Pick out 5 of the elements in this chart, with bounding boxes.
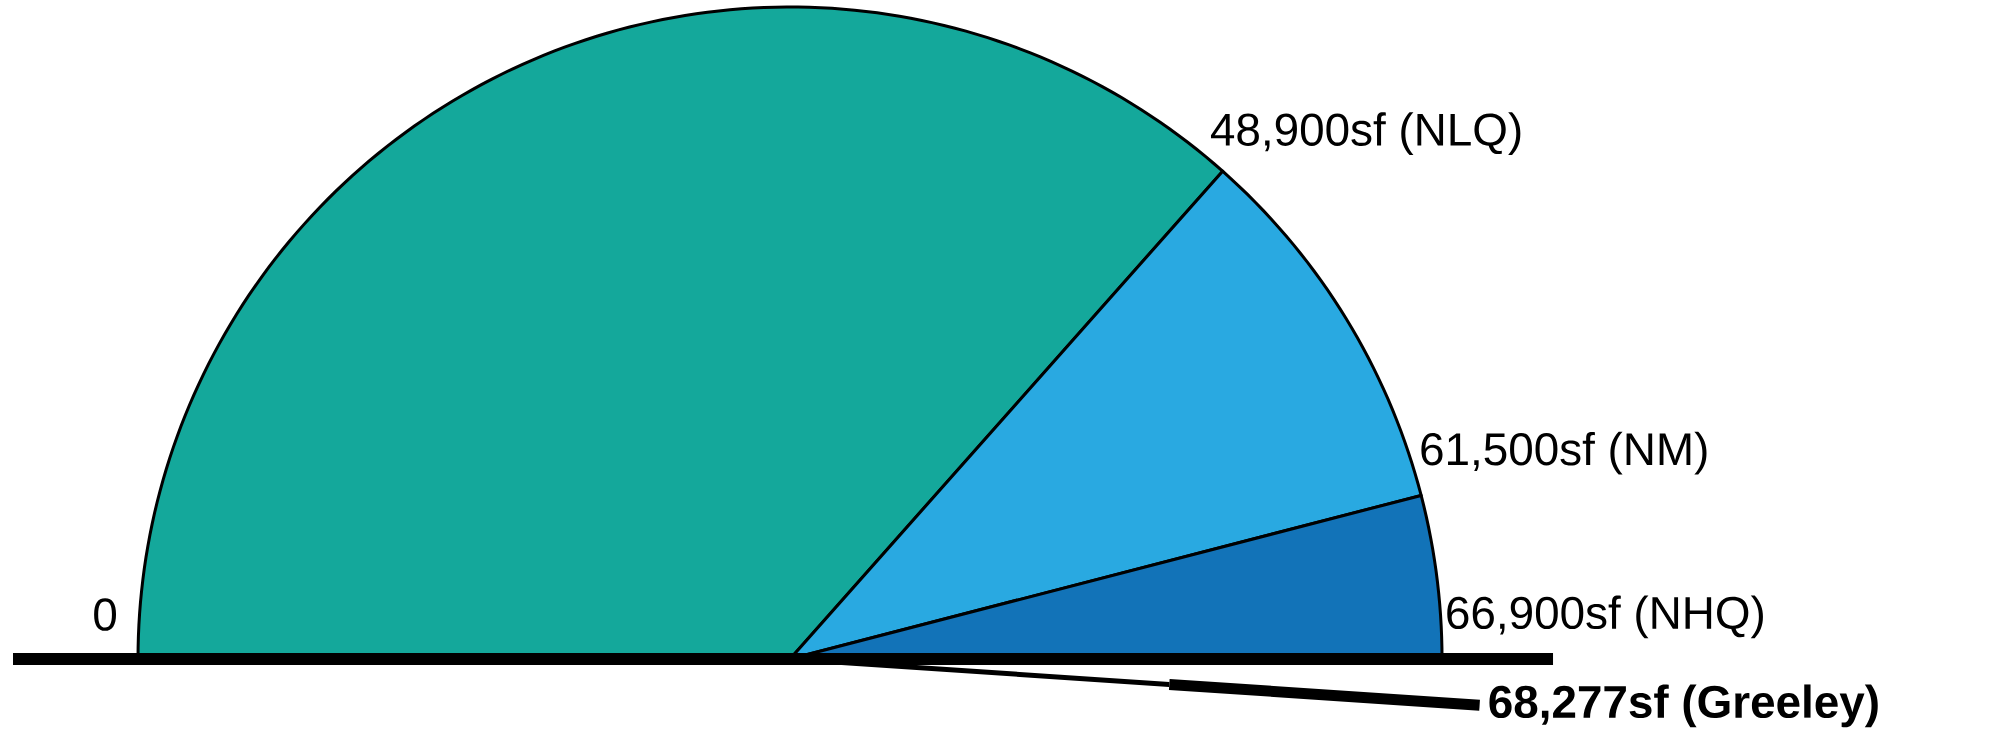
text: 0 — [94, 598, 117, 631]
slice-label: 61,500sf (NM) — [1421, 431, 1707, 475]
slice-label: 66,900sf (NHQ) — [1447, 595, 1763, 639]
slice-label: 48,900sf (NLQ) — [1210, 112, 1521, 155]
text: 68,277sf (Greeley) — [1489, 684, 1878, 728]
